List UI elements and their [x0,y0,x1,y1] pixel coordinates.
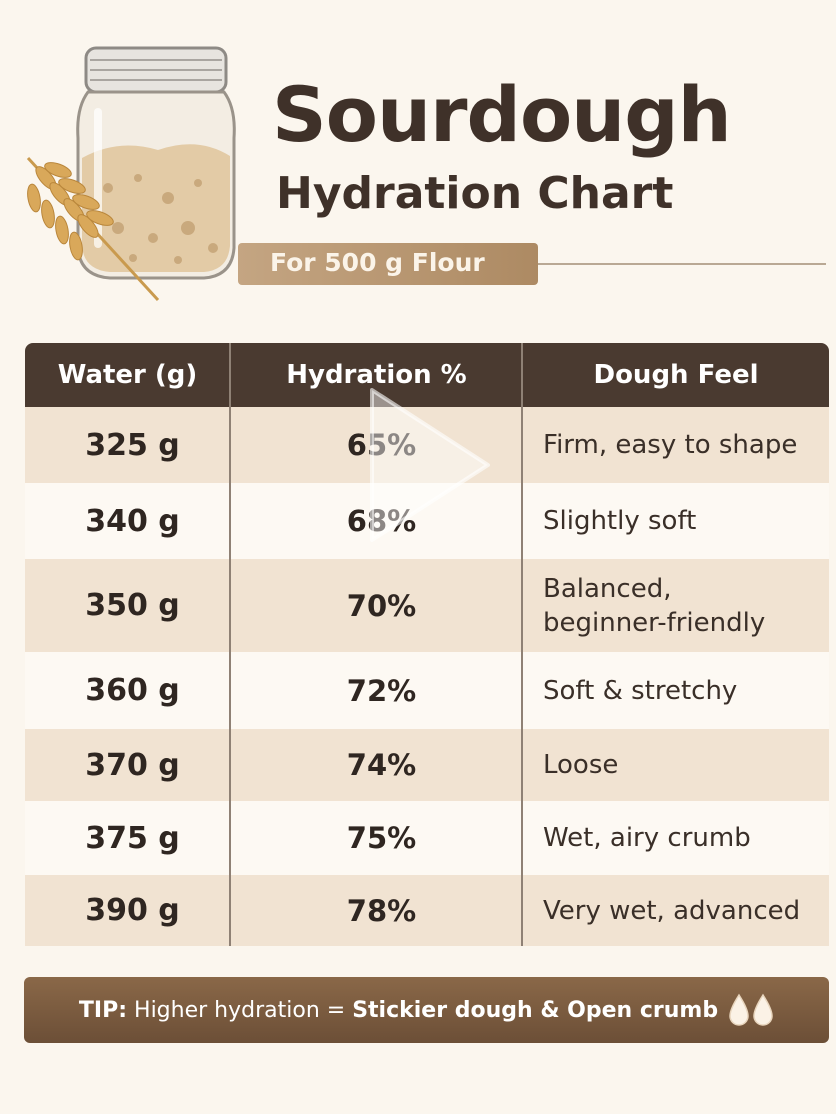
column-divider [521,343,523,946]
column-header-feel: Dough Feel [593,360,759,390]
column-divider [229,343,231,946]
water-drops-icon [728,993,774,1027]
table-row: 375 g 75% Wet, airy crumb [25,801,829,875]
cell-hydration: 70% [346,588,417,623]
cell-water: 350 g [85,588,180,623]
cell-water: 325 g [85,427,180,463]
tip-text: Higher hydration = [127,997,353,1023]
cell-feel: Soft & stretchy [543,675,738,706]
cell-feel: Loose [543,750,619,780]
cell-water: 360 g [85,673,180,708]
table-row: 325 g 65% Firm, easy to shape [25,407,829,483]
table-row: 390 g 78% Very wet, advanced [25,875,829,946]
column-header-water: Water (g) [57,360,198,390]
cell-feel: Very wet, advanced [543,895,801,926]
cell-hydration: 72% [346,673,417,708]
cell-water: 390 g [85,893,180,928]
cell-feel: Firm, easy to shape [543,430,798,460]
column-header-hydration: Hydration % [286,360,467,390]
page-subtitle: Hydration Chart [276,168,674,219]
cell-feel: Slightly soft [543,506,697,536]
sourdough-jar-icon [26,46,236,302]
cell-hydration: 75% [346,821,417,855]
flour-ribbon [238,243,538,285]
table-header: Water (g) Hydration % Dough Feel [25,343,829,407]
table-row: 350 g 70% Balanced, beginner-friendly [25,559,829,652]
cell-feel: Balanced, beginner-friendly [543,573,766,638]
table-row: 370 g 74% Loose [25,729,829,801]
table-row: 340 g 68% Slightly soft [25,483,829,559]
cell-water: 340 g [85,503,180,539]
page-title: Sourdough [272,70,732,159]
tip-banner: TIP: Higher hydration = Stickier dough &… [24,977,829,1043]
divider [538,263,826,265]
play-icon[interactable] [360,380,500,550]
flour-label: For 500 g Flour [270,248,485,277]
cell-hydration: 74% [346,748,417,782]
table-row: 360 g 72% Soft & stretchy [25,652,829,729]
header: Sourdough Hydration Chart For 500 g Flou… [0,0,836,320]
cell-hydration: 65% [346,428,417,462]
hydration-table: Water (g) Hydration % Dough Feel 325 g 6… [25,343,829,946]
cell-water: 370 g [85,747,180,783]
cell-hydration: 78% [346,893,417,928]
cell-feel: Wet, airy crumb [543,823,751,853]
tip-emphasis: Stickier dough & Open crumb [352,997,719,1023]
tip-prefix: TIP: [78,997,128,1023]
cell-water: 375 g [85,820,180,856]
